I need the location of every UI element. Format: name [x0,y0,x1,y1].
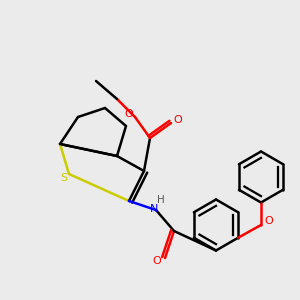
Text: H: H [157,195,164,206]
Text: O: O [264,215,273,226]
Text: O: O [173,115,182,125]
Text: O: O [152,256,161,266]
Text: O: O [124,109,133,119]
Text: S: S [60,172,67,183]
Text: N: N [150,203,159,214]
